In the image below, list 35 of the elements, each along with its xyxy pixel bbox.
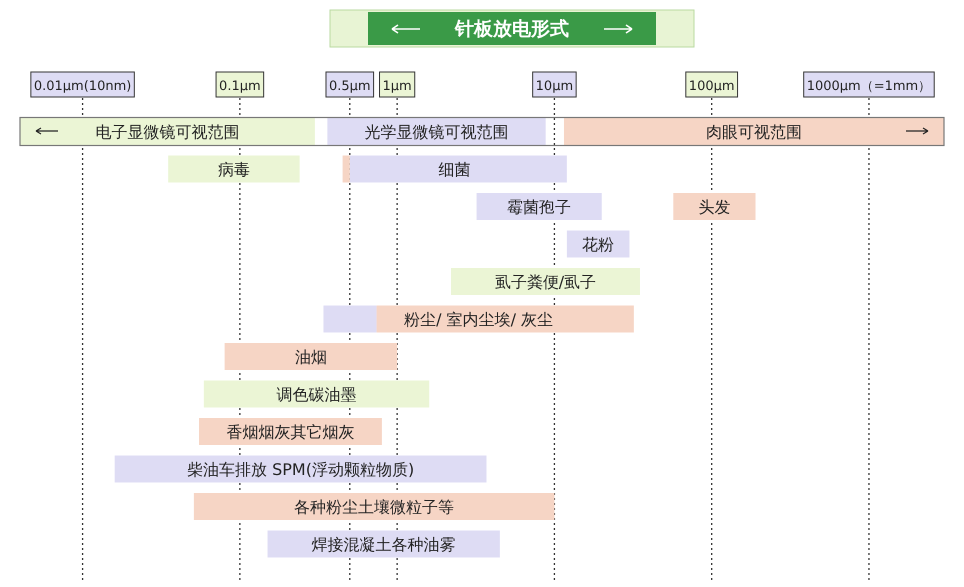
title: 针板放电形式 — [330, 10, 694, 48]
bar — [204, 380, 430, 408]
data-label: 肉眼可视范围 — [706, 122, 802, 142]
bar — [194, 493, 554, 520]
data-label: 调色碳油墨 — [276, 385, 357, 404]
data-label: 光学显微镜可视范围 — [364, 122, 509, 142]
data-label: 病毒 — [218, 160, 250, 179]
data-label: 油烟 — [294, 348, 327, 366]
data-label: 各种粉尘土壤微粒子等 — [294, 498, 454, 516]
bar — [564, 118, 944, 145]
bar — [323, 306, 377, 332]
bar — [342, 156, 350, 182]
x-tick-label: 1000µm（=1mm） — [806, 79, 932, 94]
data-label: 霉菌孢子 — [507, 198, 572, 216]
x-tick-label: 0.01µm(10nm) — [34, 79, 132, 94]
data-label: 细菌 — [438, 160, 471, 179]
data-label: 香烟烟灰其它烟灰 — [226, 422, 354, 442]
data-label: 柴油车排放 SPM(浮动颗粒物质) — [187, 460, 414, 479]
data-label: 花粉 — [582, 235, 614, 254]
chart-title: 针板放电形式 — [454, 18, 569, 40]
x-tick-label: 1µm — [382, 79, 412, 94]
x-tick-label: 0.1µm — [219, 79, 261, 94]
data-label: 电子显微镜可视范围 — [95, 122, 240, 142]
data-label: 虱子粪便/虱子 — [494, 272, 596, 292]
bar — [20, 118, 315, 145]
bar — [350, 156, 567, 182]
data-label: 粉尘/ 室内尘埃/ 灰尘 — [404, 310, 554, 329]
data-label: 焊接混凝土各种油雾 — [312, 535, 456, 554]
x-tick-label: 10µm — [536, 79, 574, 94]
data-label: 头发 — [698, 198, 730, 216]
bar — [168, 156, 300, 182]
x-tick-label: 0.5µm — [328, 79, 371, 94]
bar — [673, 193, 756, 220]
x-tick-label: 100µm — [688, 79, 735, 94]
bar — [224, 343, 398, 370]
